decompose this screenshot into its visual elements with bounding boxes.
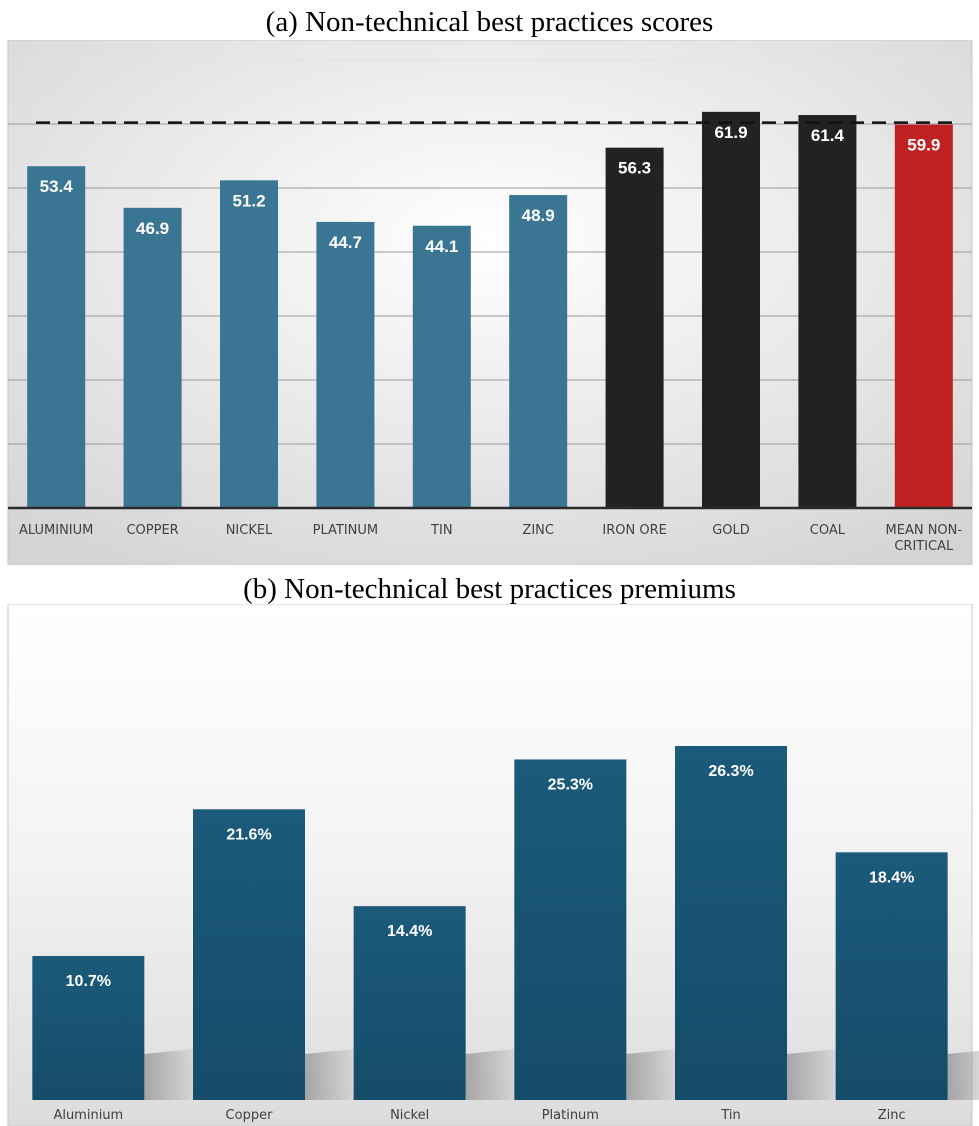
bar-aluminium [27, 166, 86, 508]
bar-shadow [144, 1048, 205, 1100]
x-tick-label: CRITICAL [894, 539, 954, 554]
data-label: 44.1 [425, 237, 458, 256]
x-tick-label: ALUMINIUM [19, 523, 93, 538]
x-tick-label: NICKEL [226, 523, 273, 538]
bar-shadow [465, 1048, 526, 1100]
data-label: 48.9 [522, 206, 555, 225]
bar-shadow [305, 1048, 365, 1100]
chart-b-caption: (b) Non-technical best practices premium… [243, 573, 736, 605]
data-label: 26.3% [708, 763, 753, 780]
bar-gold [702, 111, 760, 508]
bar-copper [193, 809, 305, 1100]
data-label: 18.4% [869, 869, 914, 886]
bar-zinc [835, 852, 948, 1100]
bar-platinum [316, 221, 375, 509]
data-label: 53.4 [40, 177, 74, 196]
x-tick-label: Zinc [878, 1108, 906, 1123]
chart-b-background [7, 604, 973, 1126]
scores-chart: 53.4 ALUMINIUM 46.9 COPPER 51.2 NICKEL 44.7 PLA… [7, 40, 973, 565]
data-label: 10.7% [66, 973, 111, 990]
x-tick-label: COPPER [126, 523, 178, 538]
x-tick-label: PLATINUM [313, 523, 379, 538]
x-tick-label: Copper [226, 1108, 274, 1123]
bar-nickel [220, 180, 278, 508]
bar-nickel [353, 906, 466, 1100]
bar-aluminium [32, 955, 145, 1100]
data-label: 44.7 [329, 233, 362, 252]
bar-copper [123, 207, 182, 508]
x-tick-label: TIN [430, 523, 453, 538]
bar-shadow [626, 1048, 687, 1100]
x-tick-label: Aluminium [53, 1108, 123, 1123]
data-label: 21.6% [226, 826, 271, 843]
x-tick-label: Tin [720, 1108, 740, 1123]
bar-platinum [514, 759, 627, 1100]
x-tick-label: COAL [810, 523, 846, 538]
x-tick-label: Nickel [390, 1108, 429, 1123]
data-label: 61.4 [811, 126, 845, 145]
bar-coal [798, 115, 857, 508]
bar-zinc [509, 195, 568, 509]
x-tick-label: MEAN NON- [886, 523, 963, 538]
data-label: 14.4% [387, 923, 432, 940]
x-tick-label: IRON ORE [602, 523, 666, 538]
premiums-chart: 10.7% Aluminium 21.6% Copper 14.4% Nickel 25.3… [7, 604, 979, 1126]
x-tick-label: ZINC [522, 523, 554, 538]
bar-tin [412, 225, 471, 508]
x-tick-label: Platinum [542, 1108, 599, 1123]
bar-mean-non-critical [894, 124, 953, 508]
data-label: 46.9 [136, 219, 169, 238]
data-label: 51.2 [232, 191, 265, 210]
bar-shadow [947, 1050, 979, 1100]
data-label: 61.9 [714, 123, 747, 142]
x-tick-label: GOLD [712, 523, 750, 538]
bar-shadow [787, 1048, 847, 1100]
chart-a-caption: (a) Non-technical best practices scores [265, 6, 714, 38]
bar-iron-ore [605, 147, 664, 508]
data-label: 59.9 [907, 136, 940, 155]
data-label: 25.3% [548, 776, 593, 793]
data-label: 56.3 [618, 159, 651, 178]
bar-tin [675, 746, 787, 1100]
